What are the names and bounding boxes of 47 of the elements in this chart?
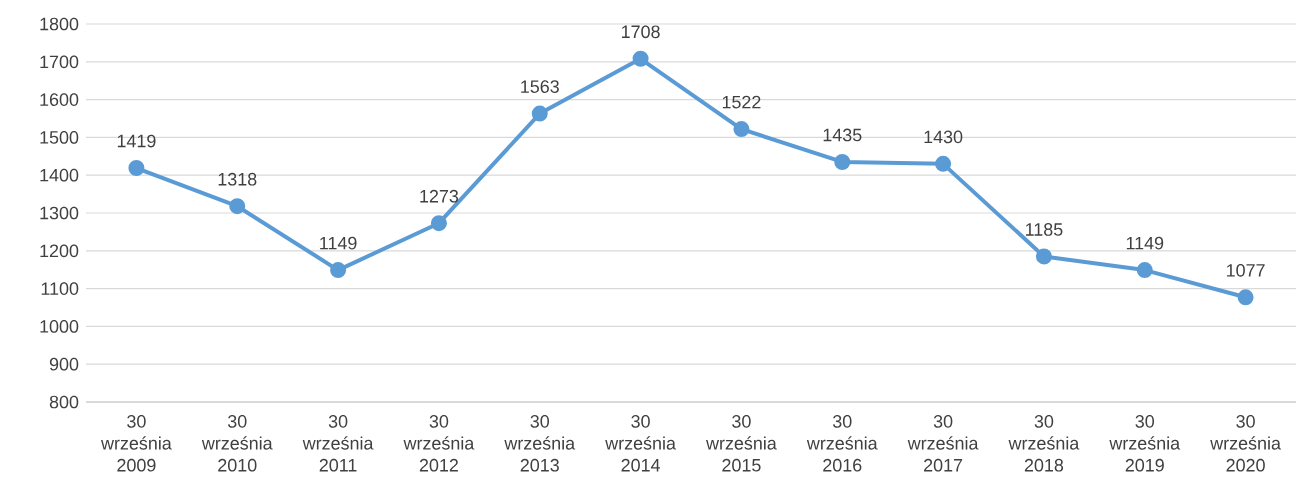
data-label: 1149: [320, 236, 357, 250]
point: [1136, 262, 1153, 279]
data-label: 1419: [117, 134, 156, 148]
point: [430, 215, 447, 232]
data-label: 1435: [823, 128, 862, 142]
x-tick-label: 30 września 2015: [706, 415, 777, 472]
data-label: 1430: [924, 130, 963, 144]
y-tick-label: 1300: [40, 206, 79, 220]
x-tick-label: 30 września 2016: [806, 415, 878, 472]
y-tick-label: 1800: [40, 17, 79, 31]
y-tick-label: 1100: [41, 282, 79, 295]
x-tick-label: 30 września 2012: [403, 415, 475, 472]
point: [834, 153, 851, 170]
data-label: 1318: [218, 172, 257, 186]
point: [531, 105, 548, 122]
y-tick-label: 900: [49, 357, 79, 371]
point: [128, 160, 145, 177]
x-tick-label: 30 września 2009: [101, 415, 172, 472]
data-label: 1077: [1227, 263, 1265, 277]
x-tick-label: 30 września 2013: [504, 415, 576, 472]
point: [229, 198, 246, 215]
x-tick-label: 30 września 2010: [201, 415, 273, 472]
y-tick-label: 1700: [40, 55, 79, 69]
x-tick-label: 30 września 2018: [1008, 415, 1080, 472]
y-tick-label: 800: [49, 395, 79, 409]
point: [935, 155, 952, 172]
data-label: 1185: [1026, 223, 1063, 236]
x-tick-label: 30 września 2011: [302, 415, 374, 472]
y-tick-label: 1500: [40, 131, 79, 144]
data-label: 1149: [1126, 236, 1164, 250]
y-tick-label: 1200: [40, 244, 79, 258]
x-tick-label: 30 września 2017: [907, 415, 979, 472]
data-label: 1522: [722, 95, 761, 109]
point: [1035, 248, 1052, 265]
point: [632, 50, 649, 67]
x-tick-label: 30 września 2020: [1210, 415, 1281, 472]
data-label: 1273: [420, 189, 459, 203]
data-label: 1563: [521, 80, 559, 93]
y-tick-label: 1000: [40, 320, 79, 333]
point: [1237, 289, 1254, 306]
x-tick-label: 30 września 2019: [1109, 415, 1181, 472]
data-label: 1708: [622, 25, 660, 39]
point: [330, 262, 347, 279]
x-tick-label: 30 września 2014: [605, 415, 676, 472]
y-tick-label: 1600: [40, 93, 79, 106]
y-tick-label: 1400: [40, 168, 79, 182]
point: [733, 121, 750, 138]
